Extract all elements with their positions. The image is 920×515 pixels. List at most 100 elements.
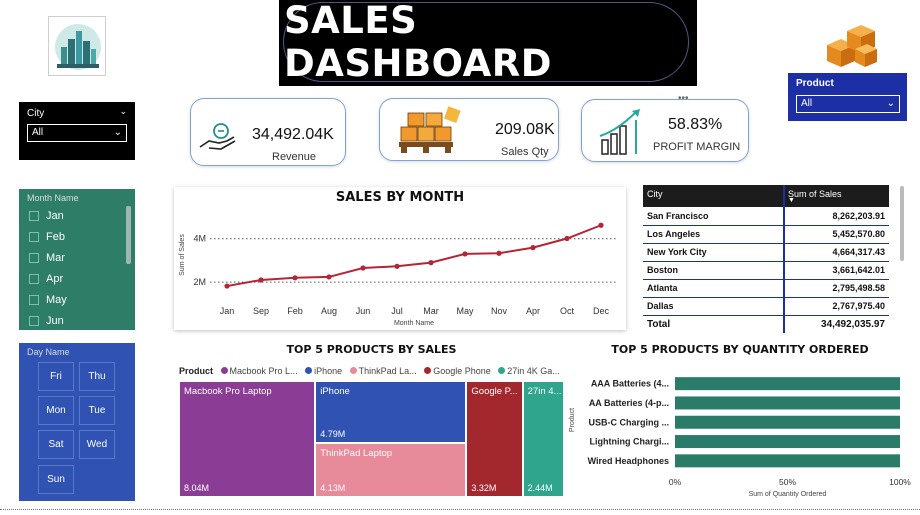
- treemap-tile[interactable]: iPhone 4.79M: [316, 382, 466, 443]
- table-row[interactable]: Atlanta 2,795,498.58: [643, 280, 889, 298]
- chart-title: SALES BY MONTH: [335, 190, 465, 205]
- city-slicer: City ⌄ All ⌄: [19, 102, 135, 160]
- legend-item[interactable]: Google Phone: [433, 366, 491, 376]
- scrollbar[interactable]: [900, 186, 904, 261]
- month-label: May: [46, 294, 67, 306]
- legend-item[interactable]: ThinkPad La...: [358, 366, 417, 376]
- treemap-tile[interactable]: Macbook Pro Laptop 8.04M: [180, 382, 315, 496]
- tile-name: Google P...: [471, 386, 518, 397]
- x-tick-label: Oct: [560, 306, 575, 316]
- table-row[interactable]: San Francisco 8,262,203.91: [643, 208, 889, 226]
- revenue-value: 34,492.04K: [252, 126, 334, 143]
- treemap-tile[interactable]: 27in 4... 2.44M: [523, 382, 563, 496]
- cell-sales: 3,661,642.01: [832, 265, 885, 275]
- day-option-wed[interactable]: Wed: [79, 430, 115, 459]
- y-tick-label: Lightning Chargi...: [590, 437, 670, 447]
- x-tick-label: Dec: [593, 306, 610, 316]
- month-slicer: Month Name Jan Feb Mar Apr May Jun: [19, 189, 135, 330]
- sales-line: [226, 224, 602, 288]
- x-axis-label: Sum of Quantity Ordered: [749, 491, 827, 498]
- bar[interactable]: [675, 415, 900, 429]
- day-option-sat[interactable]: Sat: [38, 430, 74, 459]
- month-label: Jan: [46, 210, 64, 222]
- table-row[interactable]: Dallas 2,767,975.40: [643, 298, 889, 316]
- checkbox[interactable]: [29, 232, 39, 242]
- month-option-apr[interactable]: Apr: [29, 270, 63, 288]
- day-option-mon[interactable]: Mon: [38, 396, 74, 425]
- table-row[interactable]: Boston 3,661,642.01: [643, 262, 889, 280]
- product-dropdown[interactable]: All ⌄: [796, 95, 900, 113]
- bar[interactable]: [675, 396, 900, 410]
- checkbox[interactable]: [29, 211, 39, 221]
- tile-name: iPhone: [320, 386, 350, 397]
- title-banner: SALES DASHBOARD: [279, 0, 697, 86]
- sort-desc-icon: ▼: [788, 197, 795, 204]
- table-row[interactable]: New York City 4,664,317.43: [643, 244, 889, 262]
- chevron-down-icon[interactable]: ⌄: [119, 106, 127, 116]
- bar[interactable]: [675, 435, 900, 449]
- revenue-card: 34,492.04K Revenue: [190, 98, 346, 166]
- product-dropdown-value: All: [801, 98, 813, 109]
- data-point[interactable]: [462, 251, 468, 257]
- data-point[interactable]: [564, 235, 570, 242]
- bar[interactable]: [675, 454, 900, 468]
- data-point[interactable]: [530, 245, 536, 251]
- data-point[interactable]: [496, 250, 502, 256]
- month-option-feb[interactable]: Feb: [29, 228, 65, 246]
- column-header-city[interactable]: City: [643, 185, 783, 207]
- checkbox[interactable]: [29, 295, 39, 305]
- legend-item[interactable]: iPhone: [314, 366, 343, 376]
- scrollbar[interactable]: [126, 206, 131, 264]
- city-skyline-icon: [48, 16, 106, 76]
- divider: [0, 509, 920, 510]
- data-point[interactable]: [598, 222, 604, 228]
- checkbox[interactable]: [29, 253, 39, 263]
- table-row[interactable]: Los Angeles 5,452,570.80: [643, 226, 889, 244]
- data-point[interactable]: [258, 277, 264, 283]
- bar-chart-svg: AAA Batteries (4... AA Batteries (4-p... U…: [569, 377, 911, 498]
- checkbox[interactable]: [29, 316, 39, 326]
- treemap-tile[interactable]: ThinkPad Laptop 4.13M: [316, 444, 466, 496]
- chevron-down-icon: ⌄: [113, 127, 122, 138]
- table-total-row[interactable]: Total 34,492,035.97: [643, 316, 889, 334]
- day-option-tue[interactable]: Tue: [79, 396, 115, 425]
- data-point[interactable]: [224, 283, 230, 289]
- month-label: Apr: [46, 273, 64, 285]
- cell-sales: 8,262,203.91: [832, 211, 885, 221]
- checkbox[interactable]: [29, 274, 39, 284]
- column-header-sum-of-sales[interactable]: Sum of Sales ▼: [784, 185, 889, 207]
- y-axis-label: Sum of Sales: [179, 234, 186, 276]
- x-tick-label: Nov: [491, 306, 508, 316]
- month-option-jan[interactable]: Jan: [29, 207, 64, 225]
- cell-city: Total: [647, 319, 671, 330]
- day-option-fri[interactable]: Fri: [38, 362, 74, 391]
- legend-swatch: [220, 367, 228, 374]
- data-point[interactable]: [360, 265, 366, 271]
- city-sales-table: City Sum of Sales ▼ San Francisco 8,262,2…: [643, 185, 889, 333]
- month-option-jun[interactable]: Jun: [29, 312, 64, 330]
- profit-margin-label: PROFIT MARGIN: [653, 141, 741, 153]
- legend-swatch: [424, 367, 432, 374]
- data-point[interactable]: [292, 275, 298, 281]
- product-slicer: Product All ⌄: [788, 73, 907, 121]
- legend-item[interactable]: 27in 4K Ga...: [507, 366, 560, 376]
- data-point[interactable]: [394, 263, 400, 269]
- city-dropdown-value: All: [32, 127, 44, 138]
- month-option-may[interactable]: May: [29, 291, 67, 309]
- legend-item[interactable]: Macbook Pro L...: [229, 366, 298, 376]
- day-option-sun[interactable]: Sun: [38, 465, 74, 494]
- day-option-thu[interactable]: Thu: [79, 362, 115, 391]
- data-point[interactable]: [326, 274, 332, 280]
- data-point[interactable]: [428, 260, 434, 266]
- city-slicer-label: City: [27, 108, 45, 119]
- bar[interactable]: [675, 377, 900, 391]
- city-dropdown[interactable]: All ⌄: [27, 124, 127, 142]
- x-tick-label: 0%: [669, 477, 682, 487]
- cell-sales: 4,664,317.43: [832, 247, 885, 257]
- x-tick-label: Feb: [287, 306, 303, 316]
- month-option-mar[interactable]: Mar: [29, 249, 65, 267]
- cell-city: Boston: [647, 265, 678, 275]
- treemap-tile[interactable]: Google P... 3.32M: [467, 382, 522, 496]
- more-options-icon[interactable]: •••: [678, 93, 689, 104]
- cell-sales: 2,795,498.58: [832, 283, 885, 293]
